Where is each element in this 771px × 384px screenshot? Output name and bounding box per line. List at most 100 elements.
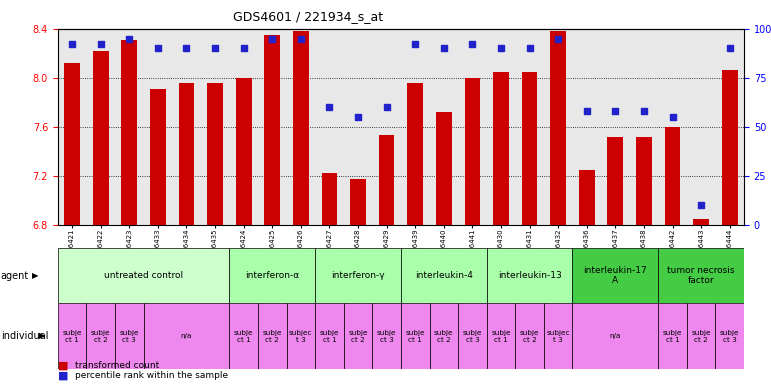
Text: percentile rank within the sample: percentile rank within the sample [75,371,228,380]
Text: subje
ct 1: subje ct 1 [491,329,510,343]
Text: subjec
t 3: subjec t 3 [289,329,312,343]
Text: subjec
t 3: subjec t 3 [547,329,570,343]
Text: agent: agent [1,270,29,281]
Text: subje
ct 1: subje ct 1 [406,329,425,343]
Point [723,45,736,51]
Text: subje
ct 3: subje ct 3 [463,329,482,343]
Point [266,36,278,42]
Bar [401,303,429,369]
Text: subje
ct 2: subje ct 2 [692,329,711,343]
Point [323,104,335,110]
Bar [407,83,423,225]
Text: ■: ■ [58,371,69,381]
Bar [236,78,251,225]
Bar [179,83,194,225]
Bar [229,248,315,303]
Bar [687,303,715,369]
Bar [579,170,594,225]
Bar [550,31,566,225]
Bar [636,137,651,225]
Text: subje
ct 2: subje ct 2 [348,329,368,343]
Bar [487,248,572,303]
Text: tumor necrosis
factor: tumor necrosis factor [668,266,735,285]
Point [495,45,507,51]
Point [180,45,193,51]
Bar [436,112,452,225]
Bar [572,303,658,369]
Text: subje
ct 3: subje ct 3 [120,329,139,343]
Bar [722,70,738,225]
Text: interleukin-17
A: interleukin-17 A [584,266,647,285]
Bar [487,303,515,369]
Bar [229,303,258,369]
Bar [93,51,109,225]
Point [237,45,250,51]
Point [123,36,136,42]
Point [66,41,79,48]
Bar [715,303,744,369]
Text: interleukin-13: interleukin-13 [498,271,561,280]
Text: interleukin-4: interleukin-4 [415,271,473,280]
Text: ■: ■ [58,361,69,371]
Text: subje
ct 3: subje ct 3 [720,329,739,343]
Bar [122,40,137,225]
Bar [515,303,544,369]
Point [581,108,593,114]
Bar [86,303,115,369]
Text: GDS4601 / 221934_s_at: GDS4601 / 221934_s_at [234,10,383,23]
Bar [608,137,623,225]
Text: untreated control: untreated control [104,271,183,280]
Text: n/a: n/a [180,333,192,339]
Point [152,45,164,51]
Bar [150,89,166,225]
Point [638,108,650,114]
Bar [64,63,80,225]
Text: subje
ct 1: subje ct 1 [62,329,82,343]
Point [209,45,221,51]
Bar [115,303,143,369]
Bar [379,135,395,225]
Bar [322,173,337,225]
Bar [429,303,458,369]
Bar [143,303,229,369]
Point [352,114,364,120]
Text: subje
ct 2: subje ct 2 [520,329,540,343]
Bar [58,248,229,303]
Point [695,202,707,208]
Bar [522,72,537,225]
Bar [465,78,480,225]
Point [95,41,107,48]
Text: subje
ct 3: subje ct 3 [377,329,396,343]
Text: subje
ct 1: subje ct 1 [234,329,254,343]
Point [295,36,307,42]
Point [524,45,536,51]
Bar [344,303,372,369]
Text: individual: individual [1,331,49,341]
Bar [658,248,744,303]
Text: n/a: n/a [610,333,621,339]
Bar [665,127,680,225]
Point [666,114,678,120]
Text: ▶: ▶ [32,271,39,280]
Text: ▶: ▶ [39,331,45,341]
Bar [58,303,86,369]
Bar [258,303,287,369]
Point [380,104,392,110]
Bar [572,248,658,303]
Bar [207,83,223,225]
Text: subje
ct 1: subje ct 1 [663,329,682,343]
Bar [372,303,401,369]
Point [609,108,621,114]
Bar [293,31,308,225]
Point [552,36,564,42]
Bar [315,303,344,369]
Bar [658,303,687,369]
Text: interferon-α: interferon-α [245,271,299,280]
Bar [401,248,487,303]
Bar [544,303,572,369]
Bar [287,303,315,369]
Text: interferon-γ: interferon-γ [332,271,385,280]
Bar [693,218,709,225]
Bar [264,35,280,225]
Point [466,41,479,48]
